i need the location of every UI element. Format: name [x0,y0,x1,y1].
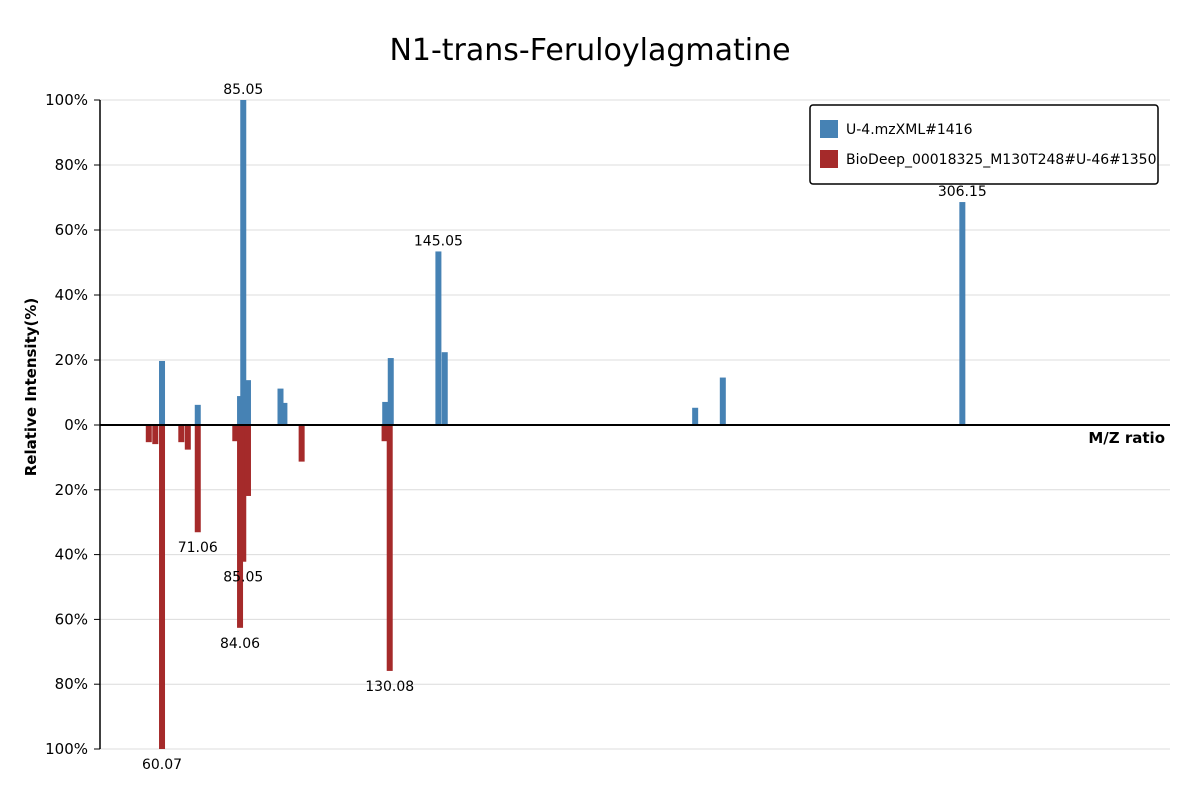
peak-bar-query [281,402,288,425]
bars-layer [145,100,966,749]
peak-label: 306.15 [938,184,987,200]
legend-box [809,104,1159,185]
y-tick-label: 60% [55,610,88,628]
peak-bar-reference [386,425,393,671]
y-tick-label: 100% [45,91,88,109]
y-tick-label: 80% [55,675,88,693]
peak-bar-query [435,251,442,425]
peak-bar-query [159,360,166,425]
peak-label: 85.05 [223,82,263,98]
peak-bar-query [194,404,201,425]
peak-bar-reference [152,425,159,445]
chart-title: N1-trans-Feruloylagmatine [389,33,790,68]
axes-layer [99,100,1170,749]
peak-bar-query [959,202,966,425]
peak-bar-reference [244,425,251,496]
y-tick-label: 100% [45,740,88,758]
peak-bar-query [240,100,247,425]
peak-bar-query [441,352,448,425]
y-tick-label: 0% [64,416,88,434]
peak-bar-reference [381,425,388,442]
peak-label: 71.06 [178,540,218,556]
y-tick-label: 20% [55,351,88,369]
peak-bar-reference [159,425,166,749]
peak-bar-query [237,396,244,425]
y-tick-label: 60% [55,221,88,239]
peak-label: 84.06 [220,636,260,652]
legend-swatch-reference [820,150,838,168]
peak-bar-reference [298,425,305,462]
peak-bar-reference [240,425,247,562]
peak-label: 60.07 [142,757,182,773]
peak-label: 130.08 [365,679,414,695]
peak-bar-query [382,401,389,425]
y-tick-label: 20% [55,481,88,499]
legend-label-query: U-4.mzXML#1416 [846,122,973,138]
grid-layer [100,99,1170,750]
peak-bar-reference [194,425,201,533]
legend-label-reference: BioDeep_00018325_M130T248#U-46#1350 [846,152,1157,168]
y-tick-label: 40% [55,546,88,564]
peak-label: 145.05 [414,233,463,249]
legend-swatch-query [820,120,838,138]
y-tick-label: 40% [55,286,88,304]
peak-bar-reference [237,425,244,628]
peak-bar-reference [184,425,191,450]
legend: U-4.mzXML#1416 BioDeep_00018325_M130T248… [809,104,1159,185]
y-tick-label: 80% [55,156,88,174]
x-axis-title: M/Z ratio [1088,429,1165,447]
y-tick-labels: 100% 80% 60% 40% 20% 0% 20% 40% 60% 80% 100% [45,91,100,758]
peak-bar-query [277,388,284,425]
peak-bar-query [719,377,726,425]
peak-bar-query [387,358,394,425]
peak-bar-reference [178,425,185,443]
peak-bar-reference [232,425,239,442]
peak-bar-query [692,407,699,425]
peak-label: 85.05 [223,570,263,586]
peak-bar-query [244,380,251,425]
y-axis-title: Relative Intensity(%) [22,298,40,477]
peak-labels: 85.05 145.05 306.15 60.07 71.06 85.05 84.06 130… [142,82,987,773]
peak-bar-reference [145,425,152,443]
